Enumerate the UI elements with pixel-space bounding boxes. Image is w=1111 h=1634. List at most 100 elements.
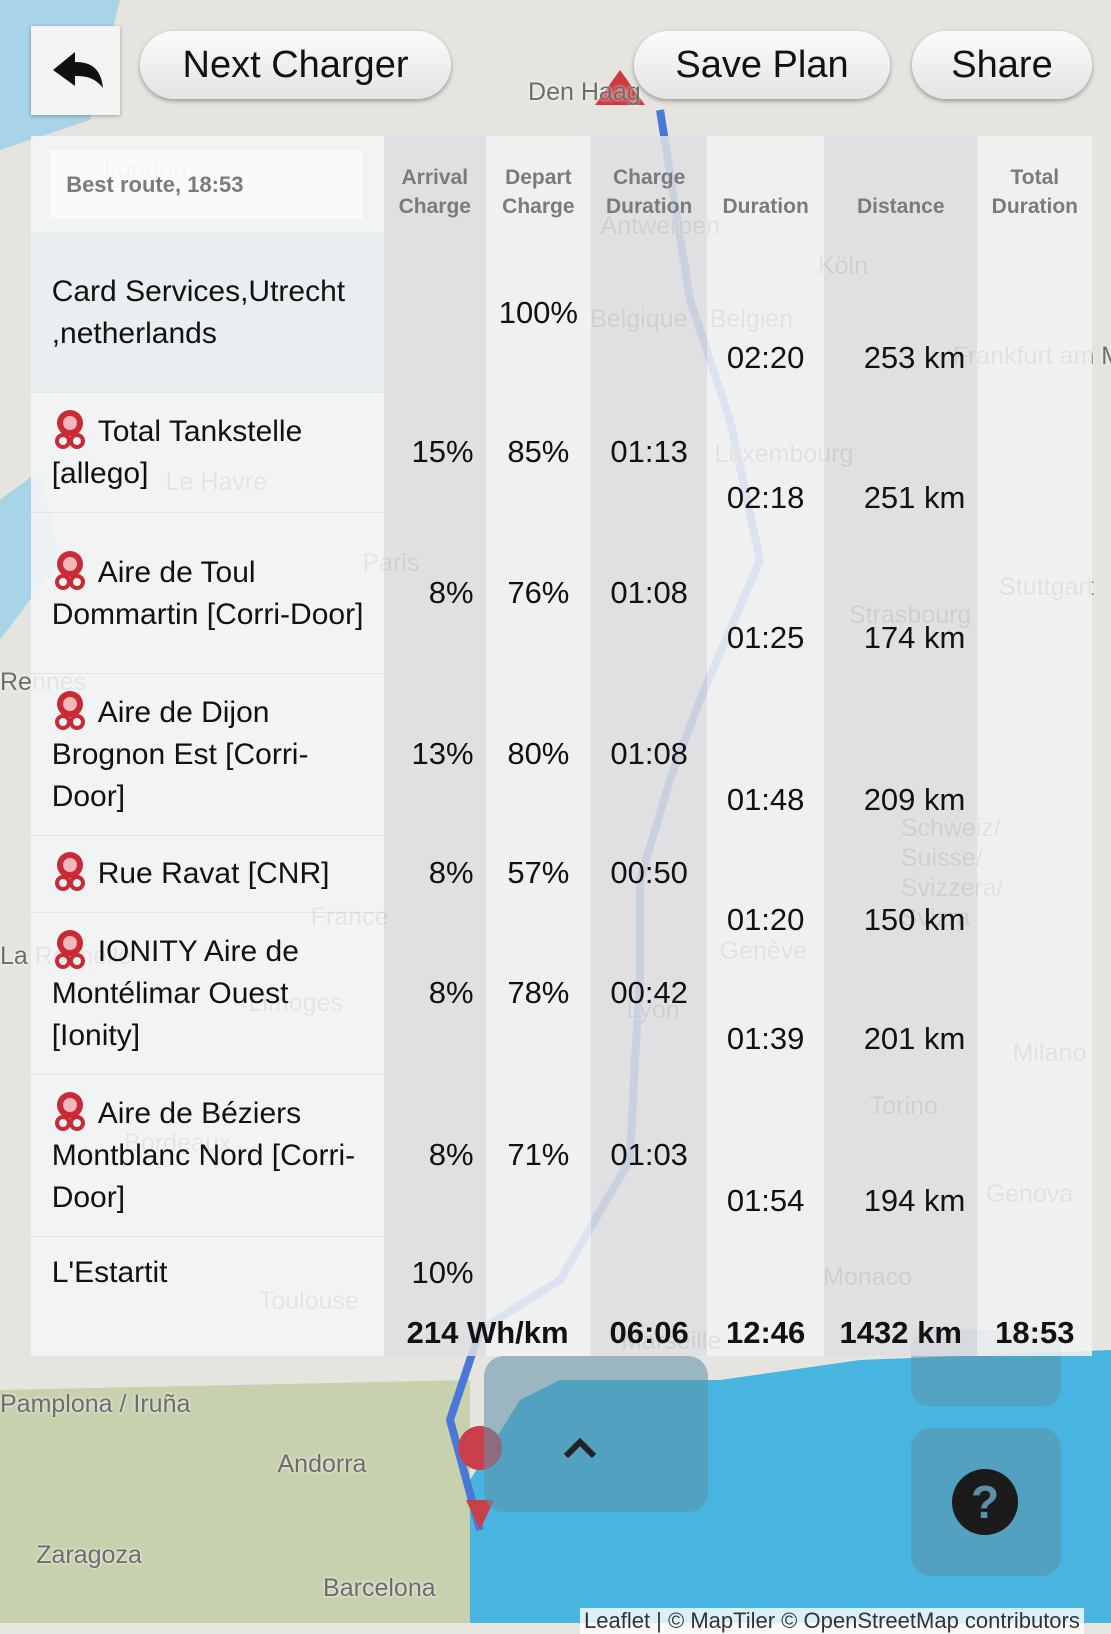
stop-name-text: L'Estartit — [52, 1252, 168, 1294]
column-header: Charge Duration — [605, 165, 693, 218]
row-divider — [31, 511, 385, 513]
map-label: Barcelona — [323, 1573, 436, 1602]
arrival-cell: 10% — [411, 1254, 474, 1290]
leg-distance: 174 km — [863, 620, 966, 656]
depart-cell: 80% — [507, 736, 570, 772]
arrival-cell: 8% — [428, 574, 474, 610]
column-header: Duration — [722, 194, 809, 218]
leg-duration: 01:39 — [726, 1020, 805, 1056]
stop-name-text: Aire de Toul Dommartin [Corri-Door] — [52, 550, 378, 636]
stop-name: Total Tankstelle [allego] — [52, 392, 378, 512]
leg-duration: 02:18 — [726, 480, 805, 516]
stop-name: L'Estartit — [52, 1236, 378, 1311]
stop-name: Aire de Toul Dommartin [Corri-Door] — [52, 512, 378, 674]
stop-name-label: L'Estartit — [51, 1255, 168, 1289]
arrival-cell: 13% — [411, 736, 474, 772]
stop-name: Aire de Béziers Montblanc Nord [Corri-Do… — [52, 1074, 378, 1236]
charger-icon — [54, 1091, 85, 1131]
save-plan-button[interactable]: Save Plan — [634, 31, 890, 99]
stop-name-text: Aire de Béziers Montblanc Nord [Corri-Do… — [52, 1091, 378, 1219]
leg-duration: 01:54 — [726, 1183, 805, 1219]
depart-cell: 71% — [507, 1136, 570, 1172]
stop-name: Rue Ravat [CNR] — [52, 835, 378, 912]
charger-icon — [54, 852, 85, 892]
share-button[interactable]: Share — [912, 31, 1092, 99]
terrain — [0, 1380, 470, 1623]
chevron-up — [563, 1437, 597, 1459]
column-header: Depart Charge — [502, 165, 575, 218]
row-divider — [31, 911, 385, 913]
charge-duration-cell: 00:42 — [610, 974, 688, 1010]
stop-name-label: Aire de Dijon Brognon Est [Corri-Door] — [51, 696, 309, 814]
depart-cell: 57% — [507, 855, 570, 891]
table-column — [591, 136, 708, 1356]
leg-duration: 01:48 — [726, 781, 805, 817]
column-header: Total Duration — [991, 165, 1078, 218]
stop-name-label: IONITY Aire de Montélimar Ouest [Ionity] — [51, 934, 299, 1052]
depart-cell: 78% — [507, 974, 570, 1010]
charge-duration-cell: 01:03 — [610, 1136, 688, 1172]
table-column — [384, 136, 486, 1356]
stop-name-text: Card Services,Utrecht ,netherlands — [52, 271, 378, 355]
depart-cell: 76% — [507, 574, 570, 610]
stop-name-text: IONITY Aire de Montélimar Ouest [Ionity] — [52, 929, 378, 1057]
total-charge-duration: 06:06 — [609, 1315, 689, 1351]
leg-distance: 251 km — [863, 480, 966, 516]
stop-name-label: Card Services,Utrecht ,netherlands — [51, 274, 346, 350]
stop-name: Aire de Dijon Brognon Est [Corri-Door] — [52, 673, 378, 835]
first-row-bg — [31, 233, 385, 392]
map-label: Zaragoza — [36, 1540, 142, 1569]
total-duration: 12:46 — [725, 1315, 806, 1351]
origin-pin — [595, 70, 645, 105]
row-divider — [31, 673, 385, 675]
drawer-handle[interactable] — [484, 1356, 708, 1512]
stop-name-label: Total Tankstelle [allego] — [51, 414, 303, 490]
table-column — [485, 136, 592, 1356]
arrival-cell: 8% — [428, 1136, 474, 1172]
stop-name: IONITY Aire de Montélimar Ouest [Ionity] — [52, 912, 378, 1075]
row-divider — [31, 1235, 385, 1237]
attribution: Leaflet | © MapTiler © OpenStreetMap con… — [580, 1608, 1084, 1634]
stop-name-label: Aire de Béziers Montblanc Nord [Corri-Do… — [51, 1096, 356, 1214]
charger-icon — [54, 929, 85, 969]
table-column — [707, 136, 825, 1356]
route-table: Best route, 18:53 Arrival Charge Depart Ch… — [31, 136, 1093, 1356]
stop-name: Card Services,Utrecht ,netherlands — [52, 233, 378, 391]
charge-duration-cell: 01:08 — [610, 574, 688, 610]
leg-distance: 150 km — [863, 901, 966, 937]
charge-duration-cell: 01:13 — [610, 433, 688, 469]
leg-distance: 253 km — [863, 339, 966, 375]
total-distance: 1432 km — [839, 1315, 962, 1351]
arrival-cell: 15% — [411, 433, 474, 469]
column-header: Arrival Charge — [398, 165, 471, 218]
charger-icon — [54, 691, 85, 731]
charge-duration-cell: 01:08 — [610, 736, 688, 772]
leg-distance: 201 km — [863, 1020, 966, 1056]
table-column — [977, 136, 1093, 1356]
map-label: Den Haag — [528, 77, 641, 106]
next-charger-button[interactable]: Next Charger — [140, 31, 451, 99]
back-button[interactable] — [31, 26, 120, 115]
arrival-cell: 8% — [428, 855, 474, 891]
charger-icon — [54, 550, 85, 590]
row-divider — [31, 391, 385, 393]
map-label: Andorra — [277, 1449, 367, 1478]
stop-name-text: Total Tankstelle [allego] — [52, 409, 378, 495]
stop-name-text: Aire de Dijon Brognon Est [Corri-Door] — [52, 690, 378, 818]
total-consumption: 214 Wh/km — [406, 1315, 569, 1351]
row-divider — [31, 1074, 385, 1076]
help-button[interactable] — [952, 1469, 1018, 1535]
column-header: Distance — [856, 194, 945, 218]
stop-name-label: Rue Ravat [CNR] — [97, 857, 330, 891]
total-total-duration: 18:53 — [995, 1315, 1075, 1351]
depart-cell: 100% — [498, 294, 578, 330]
stop-name-text: Rue Ravat [CNR] — [52, 851, 330, 895]
help-icon: ? — [971, 1476, 999, 1528]
map-label: Pamplona / Iruña — [0, 1389, 191, 1418]
leg-duration: 01:20 — [726, 901, 805, 937]
stop-name-label: Aire de Toul Dommartin [Corri-Door] — [51, 555, 364, 631]
leg-duration: 02:20 — [726, 339, 805, 375]
leg-distance: 209 km — [863, 781, 966, 817]
depart-cell: 85% — [507, 433, 570, 469]
